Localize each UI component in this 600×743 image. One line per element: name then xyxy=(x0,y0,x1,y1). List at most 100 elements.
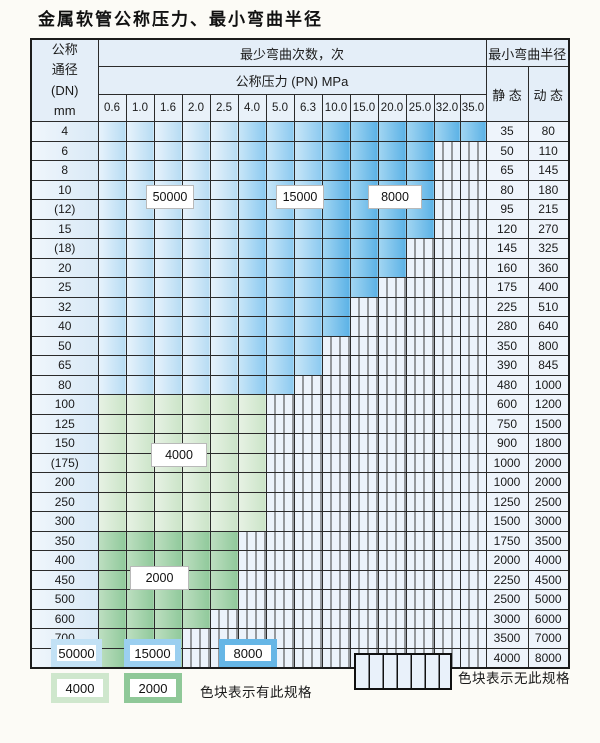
spec-cell xyxy=(237,179,267,200)
spec-cell xyxy=(181,296,211,317)
spec-cell xyxy=(237,608,267,629)
spec-cell xyxy=(265,140,295,161)
table-row: 400 2000 4000 xyxy=(30,550,570,571)
spec-cell xyxy=(459,140,487,161)
static-radius-cell: 2000 xyxy=(485,550,529,571)
spec-cell xyxy=(433,433,461,454)
spec-cell xyxy=(433,257,461,278)
spec-cell xyxy=(209,589,239,610)
spec-cell xyxy=(181,218,211,239)
spec-cell xyxy=(97,277,127,298)
pressure-tick: 32.0 xyxy=(433,94,461,122)
static-radius-cell: 1250 xyxy=(485,491,529,512)
spec-cell xyxy=(97,335,127,356)
pressure-tick: 25.0 xyxy=(405,94,435,122)
spec-cell xyxy=(153,316,183,337)
spec-cell xyxy=(433,511,461,532)
spec-cell xyxy=(321,257,351,278)
dynamic-radius-cell: 1000 xyxy=(527,374,570,395)
table-row: 200 1000 2000 xyxy=(30,472,570,493)
spec-cell xyxy=(349,374,379,395)
static-radius-cell: 600 xyxy=(485,394,529,415)
spec-cell xyxy=(293,394,323,415)
dynamic-radius-cell: 180 xyxy=(527,179,570,200)
spec-cell xyxy=(433,316,461,337)
spec-cell xyxy=(349,608,379,629)
spec-cell xyxy=(237,394,267,415)
dynamic-radius-cell: 80 xyxy=(527,121,570,142)
spec-cell xyxy=(405,277,435,298)
spec-cell xyxy=(265,238,295,259)
spec-cell xyxy=(459,316,487,337)
spec-cell xyxy=(209,550,239,571)
spec-cell xyxy=(125,121,155,142)
spec-cell xyxy=(97,550,127,571)
spec-cell xyxy=(321,589,351,610)
page-title: 金属软管公称压力、最小弯曲半径 xyxy=(38,10,323,30)
table-row: (18) 145 325 xyxy=(30,238,570,259)
static-radius-cell: 900 xyxy=(485,433,529,454)
spec-cell xyxy=(209,277,239,298)
spec-cell xyxy=(349,589,379,610)
spec-cell xyxy=(97,530,127,551)
spec-cell xyxy=(293,589,323,610)
static-radius-cell: 3500 xyxy=(485,628,529,649)
static-radius-cell: 1750 xyxy=(485,530,529,551)
spec-cell xyxy=(265,413,295,434)
table-row: 65 390 845 xyxy=(30,355,570,376)
spec-cell xyxy=(293,160,323,181)
header-row-1: 公称 通径 (DN) mm 最少弯曲次数，次 最小弯曲半径 xyxy=(30,38,570,122)
spec-cell xyxy=(265,550,295,571)
spec-cell xyxy=(433,179,461,200)
spec-cell xyxy=(349,394,379,415)
spec-cell xyxy=(405,491,435,512)
static-radius-cell: 480 xyxy=(485,374,529,395)
static-radius-cell: 350 xyxy=(485,335,529,356)
spec-cell xyxy=(293,530,323,551)
spec-cell xyxy=(459,374,487,395)
spec-cell xyxy=(153,140,183,161)
dn-cell: (175) xyxy=(30,452,99,473)
spec-cell xyxy=(237,452,267,473)
spec-cell xyxy=(349,121,379,142)
spec-cell xyxy=(349,335,379,356)
table-row: 500 2500 5000 xyxy=(30,589,570,610)
zone-label-8000: 8000 xyxy=(368,185,422,209)
dynamic-radius-cell: 6000 xyxy=(527,608,570,629)
spec-cell xyxy=(237,413,267,434)
spec-cell xyxy=(153,413,183,434)
spec-cell xyxy=(349,238,379,259)
spec-cell xyxy=(433,160,461,181)
spec-cell xyxy=(293,316,323,337)
spec-cell xyxy=(349,296,379,317)
spec-cell xyxy=(377,550,407,571)
spec-cell xyxy=(153,374,183,395)
spec-cell xyxy=(125,277,155,298)
spec-cell xyxy=(459,335,487,356)
header-row-2: 公称压力 (PN) MPa 静 态 动 态 xyxy=(31,66,570,122)
dynamic-radius-cell: 7000 xyxy=(527,628,570,649)
spec-cell xyxy=(97,394,127,415)
spec-cell xyxy=(377,335,407,356)
spec-cell xyxy=(209,608,239,629)
spec-cell xyxy=(153,218,183,239)
spec-cell xyxy=(405,511,435,532)
dn-cell: 600 xyxy=(30,608,99,629)
spec-cell xyxy=(321,374,351,395)
spec-cell xyxy=(405,413,435,434)
dn-cell: 250 xyxy=(30,491,99,512)
spec-cell xyxy=(209,335,239,356)
spec-cell xyxy=(293,218,323,239)
dynamic-radius-cell: 2000 xyxy=(527,452,570,473)
static-radius-cell: 160 xyxy=(485,257,529,278)
spec-cell xyxy=(181,511,211,532)
spec-cell xyxy=(349,530,379,551)
spec-cell xyxy=(237,238,267,259)
spec-cell xyxy=(237,550,267,571)
spec-cell xyxy=(265,277,295,298)
dynamic-radius-cell: 215 xyxy=(527,199,570,220)
pressure-tick: 2.0 xyxy=(181,94,211,122)
spec-cell xyxy=(459,160,487,181)
spec-cell xyxy=(181,491,211,512)
dynamic-radius-cell: 1800 xyxy=(527,433,570,454)
